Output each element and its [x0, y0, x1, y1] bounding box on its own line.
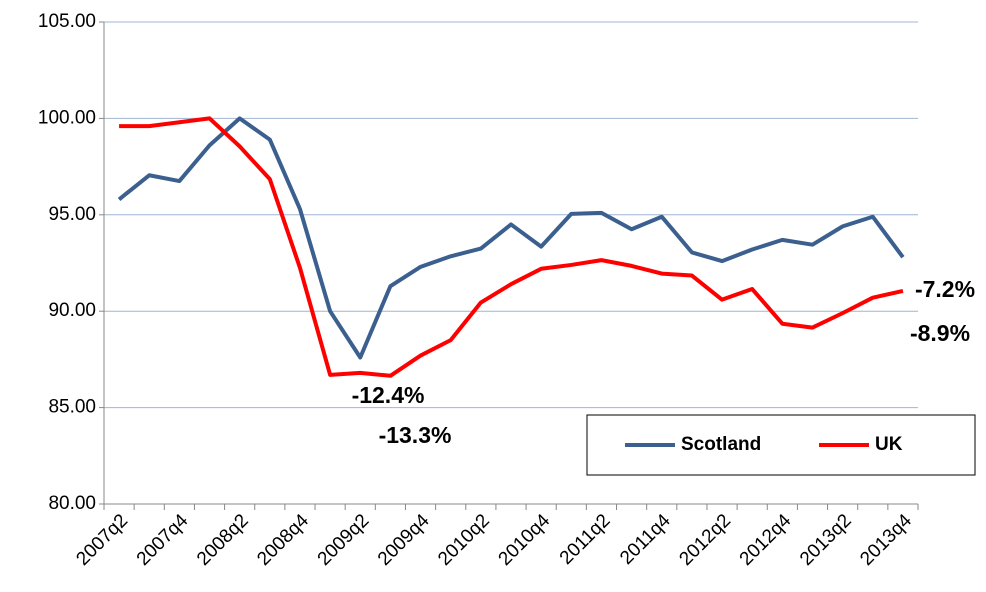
x-tick-label: 2013q2: [796, 510, 856, 570]
annotation: -8.9%: [910, 320, 970, 346]
y-tick-label: 90.00: [48, 300, 96, 321]
x-tick-label: 2008q2: [193, 510, 253, 570]
x-tick-label: 2009q2: [314, 510, 374, 570]
x-tick-label: 2007q4: [133, 510, 193, 570]
x-tick-label: 2008q4: [253, 510, 313, 570]
legend-label: Scotland: [681, 434, 761, 455]
x-tick-label: 2012q4: [736, 510, 796, 570]
y-tick-label: 80.00: [48, 493, 96, 514]
annotation: -7.2%: [915, 276, 975, 302]
annotation: -12.4%: [352, 382, 425, 408]
annotation: -13.3%: [379, 422, 452, 448]
x-tick-label: 2011q4: [616, 510, 675, 569]
x-tick-label: 2010q2: [434, 510, 494, 570]
x-tick-label: 2011q2: [556, 510, 615, 569]
legend-label: UK: [875, 434, 903, 455]
series-line: [119, 116, 904, 378]
y-tick-label: 85.00: [48, 397, 96, 418]
x-tick-label: 2013q4: [856, 510, 916, 570]
series-line: [117, 116, 905, 360]
x-tick-label: 2009q4: [374, 510, 434, 570]
y-tick-label: 105.00: [38, 11, 96, 32]
x-tick-label: 2010q4: [495, 510, 555, 570]
y-tick-label: 100.00: [38, 107, 96, 128]
y-tick-label: 95.00: [48, 204, 96, 225]
x-tick-label: 2012q2: [675, 510, 735, 570]
x-tick-label: 2007q2: [72, 510, 132, 570]
